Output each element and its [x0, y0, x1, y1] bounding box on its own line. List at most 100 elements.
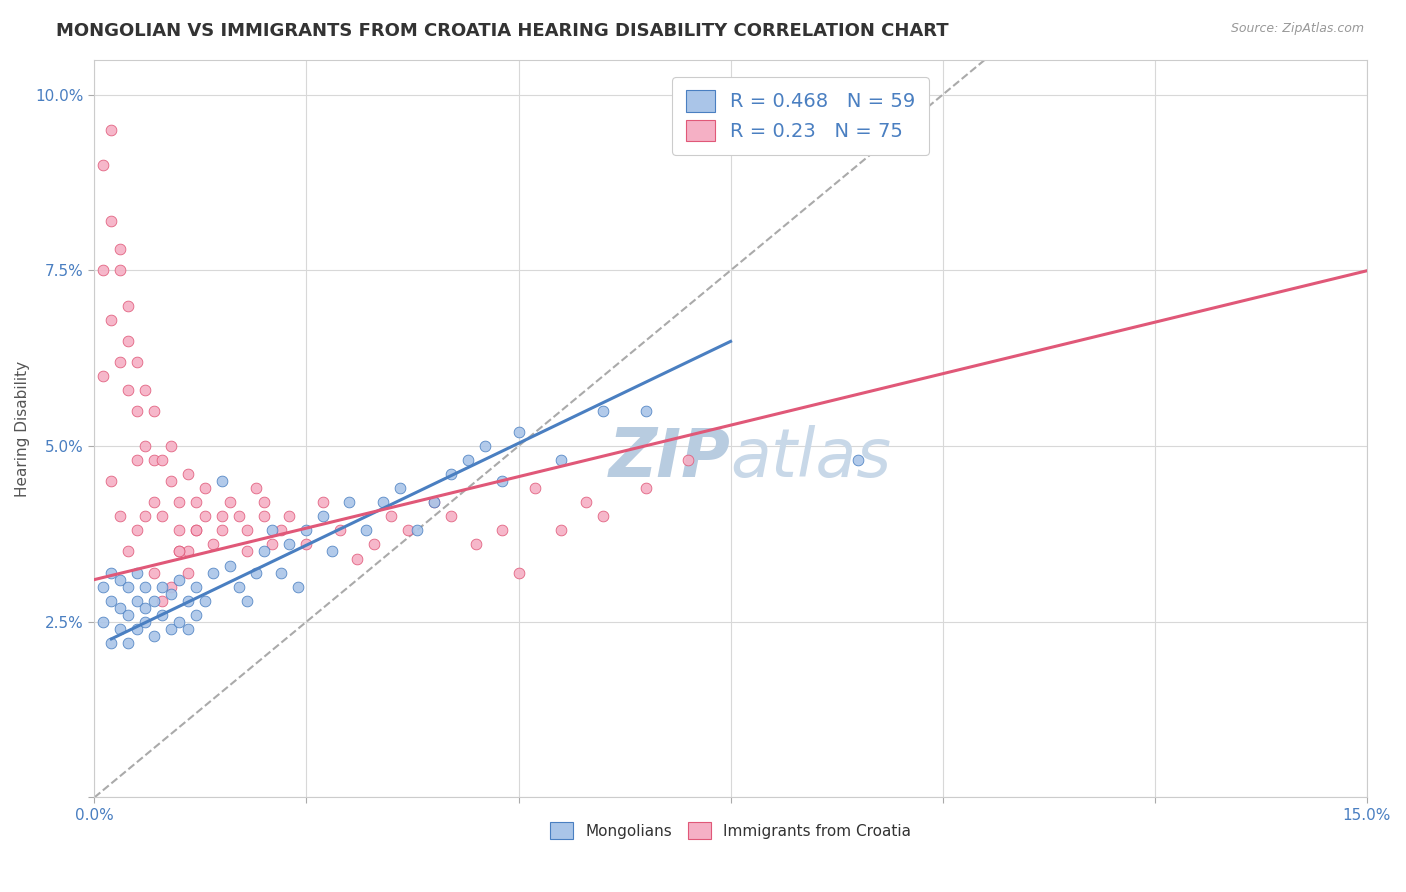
Point	[388, 481, 411, 495]
Point	[371, 495, 394, 509]
Point	[194, 481, 217, 495]
Point	[159, 439, 181, 453]
Point	[108, 622, 131, 636]
Point	[125, 622, 148, 636]
Legend: Mongolians, Immigrants from Croatia: Mongolians, Immigrants from Croatia	[544, 816, 917, 845]
Point	[167, 573, 190, 587]
Point	[262, 524, 284, 538]
Point	[312, 509, 335, 524]
Point	[422, 495, 444, 509]
Point	[202, 537, 225, 551]
Point	[396, 524, 419, 538]
Point	[575, 495, 598, 509]
Point	[245, 566, 267, 580]
Point	[202, 566, 225, 580]
Point	[440, 467, 463, 482]
Point	[676, 453, 699, 467]
Point	[108, 263, 131, 277]
Point	[117, 607, 139, 622]
Point	[100, 312, 122, 326]
Point	[253, 495, 276, 509]
Point	[142, 593, 165, 607]
Point	[134, 509, 156, 524]
Point	[211, 509, 233, 524]
Point	[186, 607, 208, 622]
Point	[142, 629, 165, 643]
Point	[167, 615, 190, 629]
Point	[176, 622, 198, 636]
Point	[176, 566, 198, 580]
Point	[134, 439, 156, 453]
Point	[337, 495, 360, 509]
Point	[634, 481, 657, 495]
Point	[236, 544, 259, 558]
Point	[142, 453, 165, 467]
Text: ZIP: ZIP	[609, 425, 731, 491]
Point	[236, 593, 259, 607]
Point	[150, 580, 173, 594]
Point	[474, 439, 496, 453]
Point	[287, 580, 309, 594]
Point	[211, 524, 233, 538]
Point	[278, 509, 301, 524]
Point	[550, 524, 572, 538]
Point	[125, 593, 148, 607]
Point	[211, 474, 233, 488]
Point	[219, 558, 242, 573]
Point	[142, 495, 165, 509]
Point	[117, 334, 139, 348]
Point	[176, 467, 198, 482]
Point	[253, 544, 276, 558]
Point	[117, 580, 139, 594]
Point	[100, 636, 122, 650]
Point	[440, 509, 463, 524]
Point	[219, 495, 242, 509]
Point	[100, 214, 122, 228]
Y-axis label: Hearing Disability: Hearing Disability	[15, 360, 30, 497]
Point	[295, 524, 318, 538]
Point	[167, 544, 190, 558]
Point	[167, 524, 190, 538]
Point	[508, 425, 530, 439]
Point	[846, 453, 869, 467]
Point	[176, 593, 198, 607]
Point	[150, 607, 173, 622]
Point	[134, 383, 156, 397]
Text: atlas: atlas	[731, 425, 891, 491]
Point	[100, 566, 122, 580]
Point	[100, 593, 122, 607]
Point	[228, 580, 250, 594]
Point	[91, 368, 114, 383]
Point	[91, 158, 114, 172]
Point	[422, 495, 444, 509]
Point	[405, 524, 427, 538]
Point	[295, 537, 318, 551]
Point	[592, 509, 614, 524]
Point	[134, 600, 156, 615]
Point	[91, 263, 114, 277]
Point	[159, 474, 181, 488]
Point	[134, 615, 156, 629]
Point	[125, 404, 148, 418]
Text: Source: ZipAtlas.com: Source: ZipAtlas.com	[1230, 22, 1364, 36]
Point	[91, 615, 114, 629]
Point	[125, 566, 148, 580]
Point	[312, 495, 335, 509]
Point	[321, 544, 343, 558]
Text: MONGOLIAN VS IMMIGRANTS FROM CROATIA HEARING DISABILITY CORRELATION CHART: MONGOLIAN VS IMMIGRANTS FROM CROATIA HEA…	[56, 22, 949, 40]
Point	[91, 580, 114, 594]
Point	[167, 544, 190, 558]
Point	[108, 243, 131, 257]
Point	[167, 495, 190, 509]
Point	[253, 509, 276, 524]
Point	[457, 453, 479, 467]
Point	[108, 509, 131, 524]
Point	[108, 355, 131, 369]
Point	[159, 580, 181, 594]
Point	[363, 537, 385, 551]
Point	[491, 474, 513, 488]
Point	[194, 509, 217, 524]
Point	[508, 566, 530, 580]
Point	[125, 524, 148, 538]
Point	[524, 481, 547, 495]
